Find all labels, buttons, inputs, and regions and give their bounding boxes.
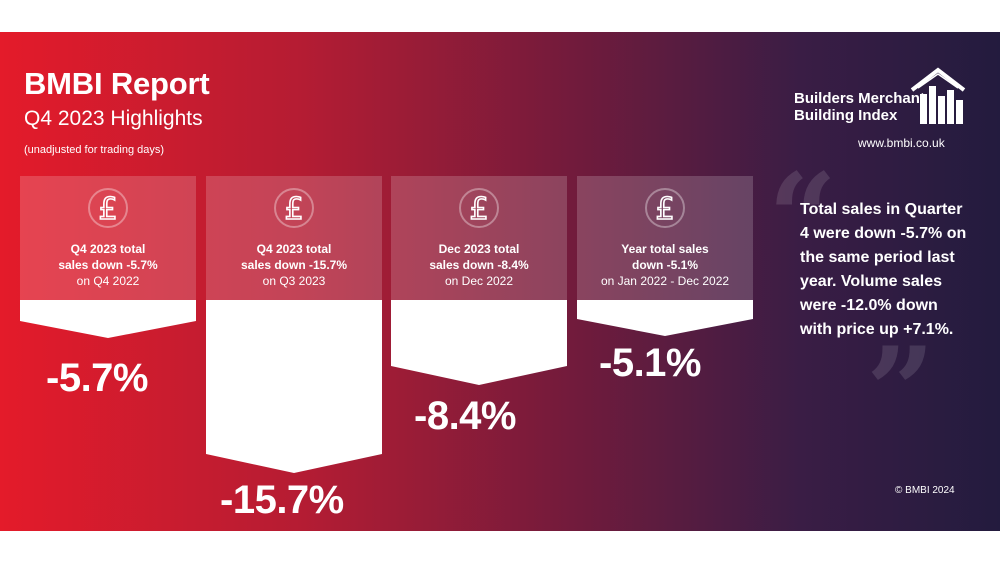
card-label-line-2: sales down -5.7% — [58, 258, 158, 272]
close-quote-mark-icon: ” — [866, 321, 936, 462]
logo-line-1: Builders Merchant — [794, 90, 925, 107]
svg-text:£: £ — [98, 192, 117, 227]
card-label-line-1: Q4 2023 total — [256, 242, 332, 256]
stat-value-q4-vs-q3: -15.7% — [220, 478, 344, 522]
card-label-line-1: Q4 2023 total — [70, 242, 146, 256]
report-note: (unadjusted for trading days) — [24, 144, 165, 156]
logo-line-2: Building Index — [794, 107, 898, 124]
card-label-line-3: on Q3 2023 — [262, 274, 326, 288]
bmbi-logo: Builders Merchant Building Index — [794, 66, 974, 130]
card-label-line-3: on Q4 2022 — [76, 274, 140, 288]
pound-icon: £ — [577, 186, 753, 235]
stat-value-q4-vs-q4: -5.7% — [46, 356, 149, 400]
stat-value-year-total: -5.1% — [599, 341, 702, 385]
house-bar-chart-icon — [910, 67, 966, 124]
card-label-line-2: sales down -15.7% — [240, 258, 348, 272]
pound-icon: £ — [206, 186, 382, 235]
pound-icon: £ — [20, 186, 196, 235]
stat-card-q4-vs-q3: £ Q4 2023 total sales down -15.7% on Q3 … — [206, 176, 382, 473]
card-label-line-2: down -5.1% — [631, 258, 698, 272]
summary-quote: Total sales in Quarter 4 were down -5.7%… — [800, 201, 967, 338]
stat-value-dec-vs-dec: -8.4% — [414, 394, 517, 438]
card-label-line-3: on Jan 2022 - Dec 2022 — [600, 274, 730, 288]
card-label-line-3: on Dec 2022 — [444, 274, 514, 288]
logo-text: Builders Merchant Building Index — [794, 90, 925, 124]
copyright-notice: © BMBI 2024 — [895, 485, 955, 496]
report-subtitle: Q4 2023 Highlights — [24, 107, 203, 130]
svg-text:£: £ — [284, 192, 303, 227]
open-quote-mark-icon: “ — [768, 147, 838, 288]
pound-icon: £ — [391, 186, 567, 235]
card-label-line-1: Dec 2023 total — [438, 242, 520, 256]
card-label-line-1: Year total sales — [621, 242, 709, 256]
stat-card-year-total: £ Year total sales down -5.1% on Jan 202… — [577, 176, 753, 336]
card-label-line-2: sales down -8.4% — [429, 258, 529, 272]
svg-text:£: £ — [469, 192, 488, 227]
stat-card-q4-vs-q4: £ Q4 2023 total sales down -5.7% on Q4 2… — [20, 176, 196, 338]
svg-text:£: £ — [655, 192, 674, 227]
report-title: BMBI Report — [24, 66, 210, 101]
stat-card-dec-vs-dec: £ Dec 2023 total sales down -8.4% on Dec… — [391, 176, 567, 385]
infographic-banner: BMBI Report Q4 2023 Highlights (unadjust… — [0, 32, 1000, 531]
website-url[interactable]: www.bmbi.co.uk — [858, 136, 945, 150]
